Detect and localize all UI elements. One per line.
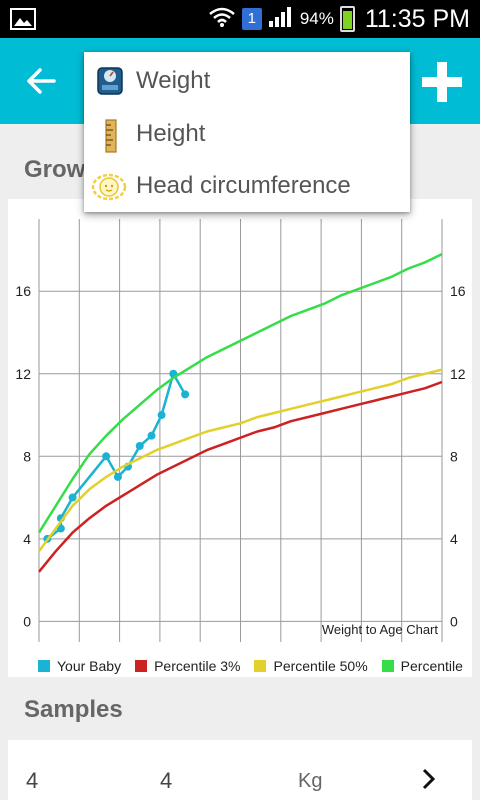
sample-unit: Kg xyxy=(298,770,323,792)
y-tick-label-right: 12 xyxy=(450,366,466,382)
baby-head-icon xyxy=(90,171,128,201)
chart-legend: Your Baby Percentile 3% Percentile 50% Perc… xyxy=(8,650,472,680)
y-tick-label-right: 0 xyxy=(450,613,458,629)
legend-item: Your Baby xyxy=(38,658,121,674)
y-tick-label-left: 16 xyxy=(15,283,31,299)
y-tick-label-right: 8 xyxy=(450,448,458,464)
chart-svg: 0 0 4 4 8 8 12 12 16 16 Weight to Age Chart xyxy=(15,219,466,642)
clock: 11:35 PM xyxy=(364,4,470,33)
series-line-1 xyxy=(38,380,443,573)
image-notification-icon xyxy=(10,8,36,35)
wifi-icon xyxy=(208,6,236,33)
arrow-back-icon[interactable] xyxy=(24,64,58,98)
legend-swatch xyxy=(38,660,50,672)
data-point xyxy=(56,524,65,533)
battery-text: 94% xyxy=(299,9,334,28)
measurement-type-menu: Weight Height Head circumference xyxy=(84,52,410,212)
menu-item-label: Height xyxy=(136,119,206,147)
legend-swatch xyxy=(135,660,148,672)
legend-item: Percentile 3% xyxy=(135,658,240,674)
data-point xyxy=(68,493,77,502)
data-point xyxy=(135,441,144,450)
legend-label: Your Baby xyxy=(57,658,122,674)
legend-swatch xyxy=(381,660,394,672)
legend-swatch xyxy=(254,660,267,672)
data-point xyxy=(113,472,122,481)
data-point xyxy=(181,390,190,399)
battery-icon xyxy=(339,6,355,32)
data-point xyxy=(157,411,166,420)
legend-label: Percentile 3% xyxy=(154,658,241,674)
legend-item: Percentile 50% xyxy=(254,658,368,674)
menu-item-label: Weight xyxy=(136,66,211,94)
status-bar: 1 94% 11:35 PM xyxy=(0,0,480,38)
ruler-icon xyxy=(96,118,124,153)
data-point xyxy=(147,431,156,440)
menu-item-weight[interactable]: Weight xyxy=(84,54,410,107)
y-tick-label-right: 16 xyxy=(450,283,466,299)
series-line-2 xyxy=(37,368,443,552)
sample-value-2: 4 xyxy=(160,768,173,793)
series-line-3 xyxy=(37,252,443,534)
notification-badge-icon: 1 xyxy=(241,8,262,30)
chart-annotation: Weight to Age Chart xyxy=(322,622,438,637)
main-content: Grow 0 0 4 4 8 8 12 12 16 16 Weight to Age Chart Y… xyxy=(0,124,480,800)
y-tick-label-left: 8 xyxy=(23,448,31,464)
growth-chart: 0 0 4 4 8 8 12 12 16 16 Weight to Age Chart xyxy=(8,199,472,677)
menu-item-height[interactable]: Height xyxy=(84,107,410,160)
plus-icon[interactable] xyxy=(420,60,464,104)
signal-icon xyxy=(268,6,294,33)
legend-label: Percentile 50% xyxy=(273,658,368,674)
y-tick-label-left: 0 xyxy=(23,613,31,629)
menu-item-head-circumference[interactable]: Head circumference xyxy=(84,159,410,212)
chevron-right-icon[interactable] xyxy=(420,768,438,790)
legend-item: Percentile xyxy=(381,658,463,674)
data-point xyxy=(102,452,111,461)
menu-item-label: Head circumference xyxy=(136,171,351,199)
y-tick-label-left: 4 xyxy=(23,531,31,547)
y-tick-label-right: 4 xyxy=(450,531,458,547)
y-tick-label-left: 12 xyxy=(15,366,31,382)
growth-section-title: Grow xyxy=(24,156,86,183)
sample-value-1: 4 xyxy=(26,768,39,793)
legend-label: Percentile xyxy=(400,658,463,674)
scale-icon xyxy=(96,66,124,96)
sample-row[interactable]: 4 4 Kg xyxy=(8,740,472,800)
samples-section-title: Samples xyxy=(24,696,123,723)
